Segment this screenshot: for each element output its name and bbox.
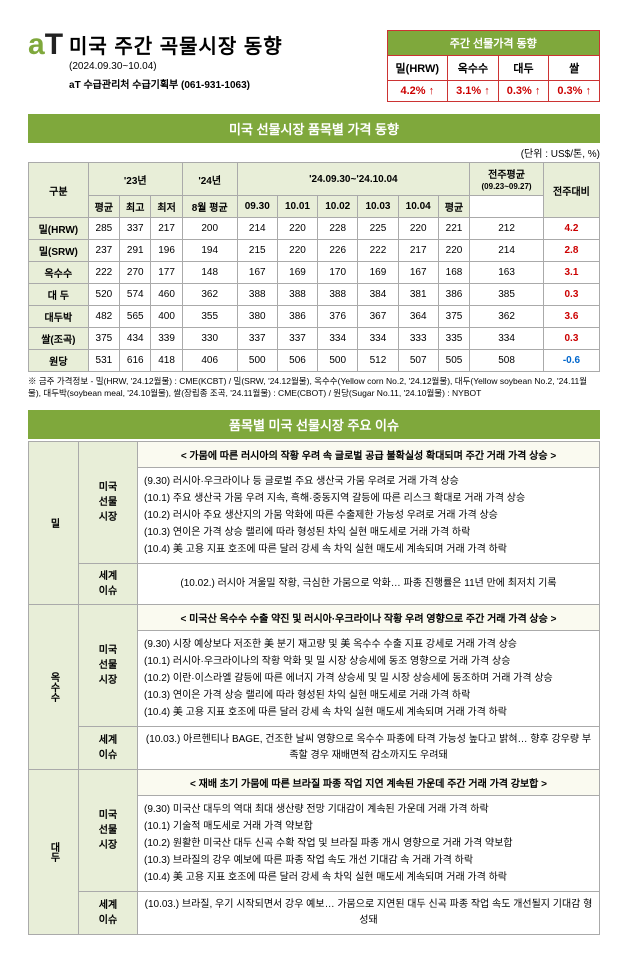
issue-sub-us: 미국선물시장 bbox=[79, 604, 138, 726]
dept-info: aT 수급관리처 수급기획부 (061-931-1063) bbox=[69, 76, 283, 91]
col-period: '24.09.30~'24.10.04 bbox=[237, 163, 470, 196]
issue-lines: (9.30) 시장 예상보다 저조한 美 분기 재고량 및 美 옥수수 수출 지… bbox=[138, 630, 600, 726]
issue-world: (10.02.) 러시아 겨울밀 작황, 극심한 가뭄으로 악화… 파종 진행률… bbox=[138, 563, 600, 604]
row-label: 대 두 bbox=[29, 284, 89, 306]
summary-col: 대두 bbox=[498, 56, 549, 81]
summary-table: 주간 선물가격 동향 밀(HRW)옥수수대두쌀 4.2% ↑3.1% ↑0.3%… bbox=[387, 30, 600, 102]
summary-col: 옥수수 bbox=[448, 56, 499, 81]
issue-sub-world: 세계이슈 bbox=[79, 726, 138, 769]
summary-col: 쌀 bbox=[549, 56, 600, 81]
issue-head: < 가뭄에 따른 러시아의 작황 우려 속 글로벌 공급 불확실성 확대되며 주… bbox=[138, 441, 600, 467]
issues-table: 밀 미국선물시장 < 가뭄에 따른 러시아의 작황 우려 속 글로벌 공급 불확… bbox=[28, 441, 600, 935]
unit-label: (단위 : US$/톤, %) bbox=[28, 145, 600, 160]
chg-cell: 2.8 bbox=[543, 240, 599, 262]
title-block: aT 미국 주간 곡물시장 동향 (2024.09.30~10.04) aT 수… bbox=[28, 30, 283, 91]
chg-cell: 3.6 bbox=[543, 306, 599, 328]
issue-world: (10.03.) 브라질, 우기 시작되면서 강우 예보… 가뭄으로 지연된 대… bbox=[138, 891, 600, 934]
issue-cat: 밀 bbox=[29, 441, 79, 604]
page-title: 미국 주간 곡물시장 동향 bbox=[69, 30, 283, 59]
col-gubun: 구분 bbox=[29, 163, 89, 218]
chg-cell: 3.1 bbox=[543, 262, 599, 284]
summary-val: 0.3% ↑ bbox=[549, 81, 600, 102]
row-label: 밀(SRW) bbox=[29, 240, 89, 262]
issue-head: < 재배 초기 가뭄에 따른 브라질 파종 작업 지연 계속된 가운데 주간 거… bbox=[138, 769, 600, 795]
row-label: 쌀(조곡) bbox=[29, 328, 89, 350]
summary-col: 밀(HRW) bbox=[387, 56, 448, 81]
summary-title: 주간 선물가격 동향 bbox=[387, 31, 599, 56]
summary-val: 0.3% ↑ bbox=[498, 81, 549, 102]
section1-title: 미국 선물시장 품목별 가격 동향 bbox=[28, 114, 600, 143]
issue-sub-us: 미국선물시장 bbox=[79, 769, 138, 891]
row-label: 밀(HRW) bbox=[29, 218, 89, 240]
footnote: ※ 금주 가격정보 - 밀(HRW, '24.12월물) : CME(KCBT)… bbox=[28, 376, 600, 400]
issue-lines: (9.30) 미국산 대두의 역대 최대 생산량 전망 기대감이 계속된 가운데… bbox=[138, 795, 600, 891]
row-label: 옥수수 bbox=[29, 262, 89, 284]
issue-sub-world: 세계이슈 bbox=[79, 563, 138, 604]
col-y24: '24년 bbox=[182, 163, 237, 196]
issue-head: < 미국산 옥수수 수출 약진 및 러시아·우크라이나 작황 우려 영향으로 주… bbox=[138, 604, 600, 630]
logo: aT bbox=[28, 30, 63, 60]
chg-cell: 0.3 bbox=[543, 284, 599, 306]
chg-cell: -0.6 bbox=[543, 350, 599, 372]
col-chg: 전주대비 bbox=[543, 163, 599, 218]
issue-cat: 옥수수 bbox=[29, 604, 79, 769]
issue-cat: 대두 bbox=[29, 769, 79, 934]
summary-val: 3.1% ↑ bbox=[448, 81, 499, 102]
price-table: 구분 '23년 '24년 '24.09.30~'24.10.04 전주평균(09… bbox=[28, 162, 600, 372]
summary-val: 4.2% ↑ bbox=[387, 81, 448, 102]
chg-cell: 4.2 bbox=[543, 218, 599, 240]
row-label: 원당 bbox=[29, 350, 89, 372]
issue-lines: (9.30) 러시아·우크라이나 등 글로벌 주요 생산국 가뭄 우려로 거래 … bbox=[138, 467, 600, 563]
issue-sub-us: 미국선물시장 bbox=[79, 441, 138, 563]
row-label: 대두박 bbox=[29, 306, 89, 328]
date-range: (2024.09.30~10.04) bbox=[69, 61, 283, 72]
section2-title: 품목별 미국 선물시장 주요 이슈 bbox=[28, 410, 600, 439]
issue-sub-world: 세계이슈 bbox=[79, 891, 138, 934]
chg-cell: 0.3 bbox=[543, 328, 599, 350]
col-y23: '23년 bbox=[88, 163, 182, 196]
col-prev-avg: 전주평균(09.23~09.27) bbox=[470, 163, 544, 196]
issue-world: (10.03.) 아르헨티나 BAGE, 건조한 날씨 영향으로 옥수수 파종에… bbox=[138, 726, 600, 769]
